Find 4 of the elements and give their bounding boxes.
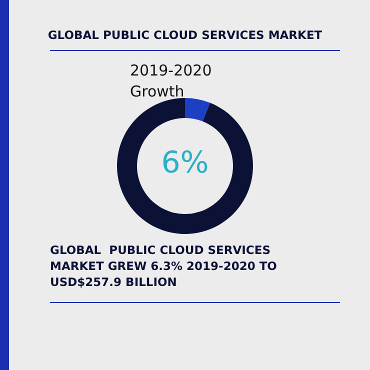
chart-title: GLOBAL PUBLIC CLOUD SERVICES MARKET (48, 28, 322, 42)
text: GLOBAL PUBLIC CLOUD SERVICES MARKET GREW 6.3% 2019-2020 TO USD$257.9 BILLION (50, 243, 281, 289)
text: 6% (161, 146, 209, 180)
chart-subtitle: 2019-2020 Growth (130, 62, 217, 100)
